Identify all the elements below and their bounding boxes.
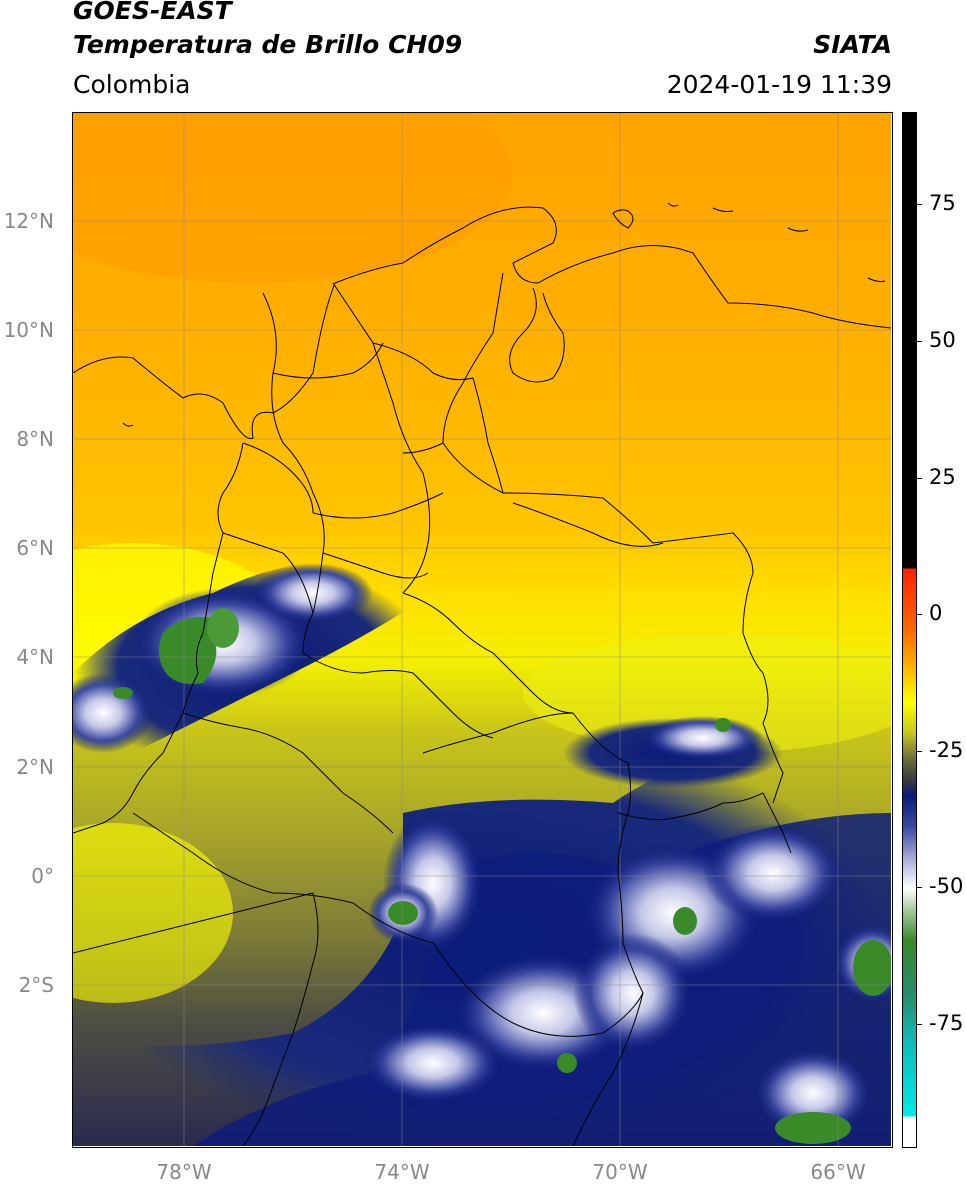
lat-label-4n: 4°N [16,645,54,669]
lat-label-0: 0° [31,864,54,888]
colorbar-label-50: 50 [929,328,956,352]
colorbar-label-0: 0 [929,601,943,625]
colorbar-label-75: 75 [929,191,956,215]
lon-label-70w: 70°W [592,1160,648,1184]
region-label: Colombia [73,70,191,99]
colorbar-tick [917,204,922,205]
colorbar-tick [917,751,922,752]
lat-label-10n: 10°N [3,318,54,342]
colorbar-tick [917,614,922,615]
colorbar-label-25: 25 [929,465,956,489]
lon-label-66w: 66°W [810,1160,866,1184]
colorbar-label-minus75: -75 [929,1011,964,1035]
lat-label-6n: 6°N [16,536,54,560]
lon-label-74w: 74°W [374,1160,430,1184]
source-label: SIATA [813,30,892,59]
colorbar-tick [917,341,922,342]
lat-label-12n: 12°N [3,209,54,233]
brightness-temperature-map [72,112,893,1148]
colorbar-tick [917,887,922,888]
lon-label-78w: 78°W [156,1160,212,1184]
lat-label-2s: 2°S [18,973,54,997]
colorbar-tick [917,478,922,479]
lat-label-2n: 2°N [16,755,54,779]
colorbar [902,112,917,1148]
title-satellite: GOES-EAST [73,0,232,25]
colorbar-label-minus50: -50 [929,874,964,898]
colorbar-label-minus25: -25 [929,738,964,762]
lat-label-8n: 8°N [16,427,54,451]
title-product: Temperatura de Brillo CH09 [73,30,463,59]
colorbar-tick [917,1024,922,1025]
timestamp-label: 2024-01-19 11:39 [666,70,892,99]
